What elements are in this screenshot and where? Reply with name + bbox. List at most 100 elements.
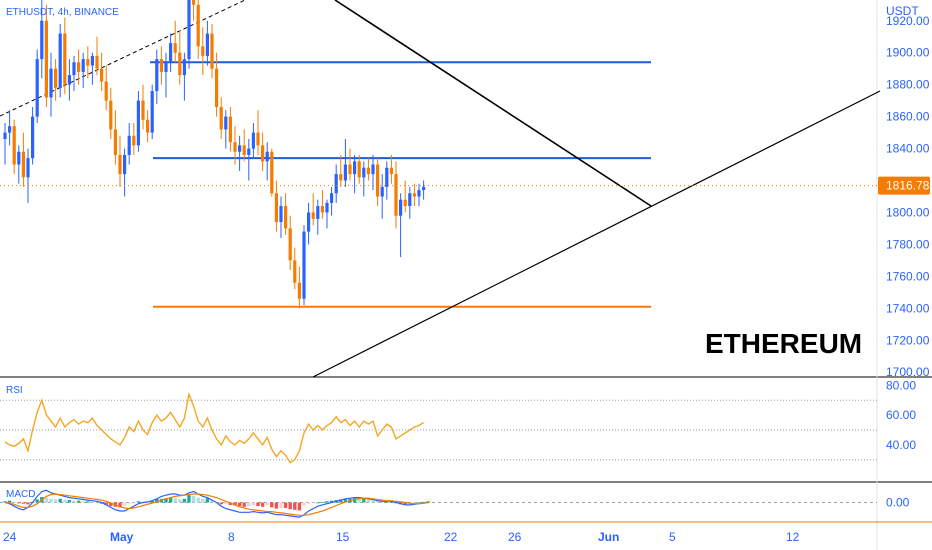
candle[interactable] <box>311 193 315 226</box>
candle[interactable] <box>215 52 219 117</box>
candle[interactable] <box>293 247 297 290</box>
candle[interactable] <box>265 142 269 181</box>
price-panel[interactable]: ETHUSDT, 4h, BINANCE ETHEREUM <box>0 0 881 378</box>
candle[interactable] <box>109 87 113 139</box>
candle[interactable] <box>77 49 81 85</box>
candle[interactable] <box>242 129 246 162</box>
candle[interactable] <box>12 119 16 175</box>
candle[interactable] <box>54 59 58 101</box>
candle[interactable] <box>164 52 168 98</box>
candle[interactable] <box>399 193 403 258</box>
candle[interactable] <box>389 154 393 184</box>
candle[interactable] <box>155 49 159 104</box>
candle[interactable] <box>339 154 343 187</box>
candle[interactable] <box>196 0 200 60</box>
candle[interactable] <box>412 183 416 207</box>
candle[interactable] <box>302 225 306 306</box>
candle[interactable] <box>31 107 35 165</box>
last-price-label: 1816.78 <box>886 179 930 193</box>
candle[interactable] <box>132 123 136 155</box>
candle[interactable] <box>238 135 242 171</box>
candle[interactable] <box>8 110 12 146</box>
candle[interactable] <box>270 148 274 197</box>
candle[interactable] <box>104 65 108 111</box>
candle[interactable] <box>297 266 301 309</box>
candle[interactable] <box>408 186 412 219</box>
candle[interactable] <box>178 30 182 85</box>
candle[interactable] <box>35 49 39 124</box>
candle[interactable] <box>67 59 71 101</box>
candle[interactable] <box>58 23 62 98</box>
candle[interactable] <box>247 138 251 181</box>
candle[interactable] <box>403 180 407 213</box>
candle[interactable] <box>146 110 150 143</box>
candle[interactable] <box>385 161 389 200</box>
candle[interactable] <box>330 186 334 216</box>
candle[interactable] <box>380 174 384 219</box>
candle[interactable] <box>210 23 214 79</box>
candle[interactable] <box>26 148 30 203</box>
candle[interactable] <box>256 110 260 155</box>
candle[interactable] <box>417 183 421 207</box>
candle[interactable] <box>228 107 232 152</box>
candle[interactable] <box>159 46 163 85</box>
candle[interactable] <box>141 84 145 130</box>
macd-panel[interactable]: MACD 0.00 <box>0 489 910 518</box>
candle[interactable] <box>81 52 85 88</box>
candle[interactable] <box>113 110 117 165</box>
rsi-panel[interactable]: RSI 80.00 60.00 40.00 <box>0 378 916 464</box>
candle[interactable] <box>279 196 283 239</box>
candle[interactable] <box>201 27 205 76</box>
candle[interactable] <box>192 0 196 21</box>
candle[interactable] <box>182 52 186 101</box>
candle[interactable] <box>21 132 25 187</box>
candle[interactable] <box>150 84 154 139</box>
candle[interactable] <box>316 199 320 235</box>
candle[interactable] <box>127 123 131 165</box>
candle[interactable] <box>40 0 44 79</box>
candle[interactable] <box>95 36 99 76</box>
price-axis[interactable]: USDT 1920.00 1900.00 1880.00 1860.00 1840.00… <box>878 4 930 379</box>
candle[interactable] <box>219 97 223 139</box>
candle[interactable] <box>320 190 324 219</box>
candle[interactable] <box>63 17 67 95</box>
candle[interactable] <box>357 154 361 184</box>
candle[interactable] <box>371 154 375 191</box>
candle[interactable] <box>348 148 352 181</box>
candle[interactable] <box>233 126 237 165</box>
candle[interactable] <box>376 158 380 207</box>
candle[interactable] <box>86 46 90 79</box>
candle[interactable] <box>3 123 7 165</box>
candle[interactable] <box>49 52 53 117</box>
candle[interactable] <box>17 145 21 184</box>
candle[interactable] <box>353 154 357 194</box>
candle[interactable] <box>343 138 347 187</box>
candle[interactable] <box>334 164 338 203</box>
candle[interactable] <box>205 20 209 66</box>
candle[interactable] <box>173 20 177 63</box>
candle[interactable] <box>118 135 122 187</box>
candle[interactable] <box>362 161 366 197</box>
candle[interactable] <box>123 148 127 197</box>
candle[interactable] <box>274 180 278 232</box>
candle[interactable] <box>100 52 104 92</box>
candle[interactable] <box>72 55 76 92</box>
price-tick: 1880.00 <box>886 78 930 92</box>
candle[interactable] <box>366 158 370 181</box>
candle[interactable] <box>394 161 398 229</box>
candle[interactable] <box>44 4 48 108</box>
candle[interactable] <box>325 199 329 229</box>
candle[interactable] <box>224 110 228 149</box>
candle[interactable] <box>187 0 191 69</box>
candle[interactable] <box>422 180 426 200</box>
candle[interactable] <box>288 215 292 270</box>
candle[interactable] <box>169 33 173 72</box>
candle[interactable] <box>284 193 288 235</box>
candle[interactable] <box>261 132 265 171</box>
candle[interactable] <box>136 91 140 152</box>
candle[interactable] <box>251 123 255 159</box>
candle[interactable] <box>307 202 311 245</box>
candle[interactable] <box>90 52 94 85</box>
time-axis[interactable]: 24 May 8 15 22 26 Jun 5 12 <box>3 530 800 544</box>
